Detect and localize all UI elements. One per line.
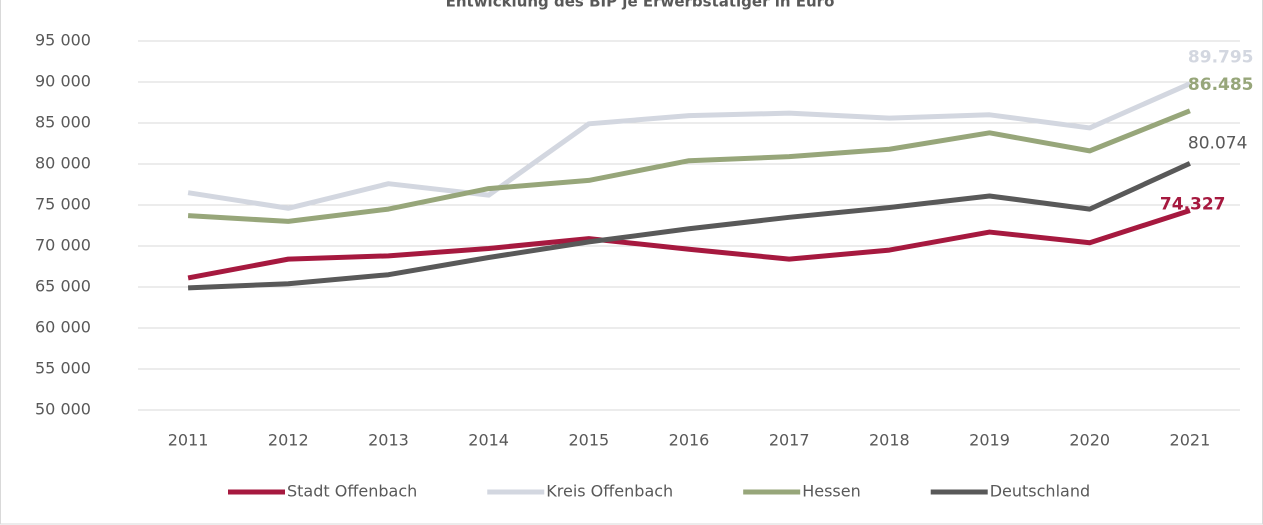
legend-label: Deutschland <box>990 482 1090 501</box>
data-label: 74.327 <box>1160 195 1226 215</box>
y-tick-label: 90 000 <box>35 72 91 91</box>
x-tick-label: 2012 <box>268 431 309 450</box>
series-line <box>187 208 1191 281</box>
x-tick-label: 2016 <box>669 431 710 450</box>
data-label: 89.795 <box>1188 48 1254 68</box>
y-tick-label: 55 000 <box>35 359 91 378</box>
data-label: 86.485 <box>1188 75 1254 95</box>
legend-label: Hessen <box>802 482 861 501</box>
y-tick-label: 75 000 <box>35 195 91 214</box>
legend-label: Stadt Offenbach <box>287 482 417 501</box>
x-tick-label: 2011 <box>168 431 209 450</box>
x-tick-label: 2018 <box>869 431 910 450</box>
y-tick-label: 85 000 <box>35 113 91 132</box>
y-tick-label: 50 000 <box>35 400 91 419</box>
y-tick-label: 95 000 <box>35 31 91 50</box>
series-line <box>187 81 1191 211</box>
y-tick-label: 60 000 <box>35 318 91 337</box>
x-tick-label: 2017 <box>769 431 810 450</box>
series-line <box>187 108 1191 224</box>
y-tick-label: 65 000 <box>35 277 91 296</box>
legend-label: Kreis Offenbach <box>546 482 673 501</box>
x-tick-label: 2019 <box>969 431 1010 450</box>
x-tick-label: 2020 <box>1069 431 1110 450</box>
data-label: 80.074 <box>1188 133 1247 153</box>
y-tick-label: 80 000 <box>35 154 91 173</box>
x-tick-label: 2015 <box>568 431 609 450</box>
series-line <box>187 161 1191 291</box>
x-tick-label: 2013 <box>368 431 409 450</box>
x-tick-label: 2021 <box>1170 431 1211 450</box>
x-tick-label: 2014 <box>468 431 509 450</box>
chart-title: Entwicklung des BIP je Erwerbstätiger in… <box>446 0 835 11</box>
y-tick-label: 70 000 <box>35 236 91 255</box>
